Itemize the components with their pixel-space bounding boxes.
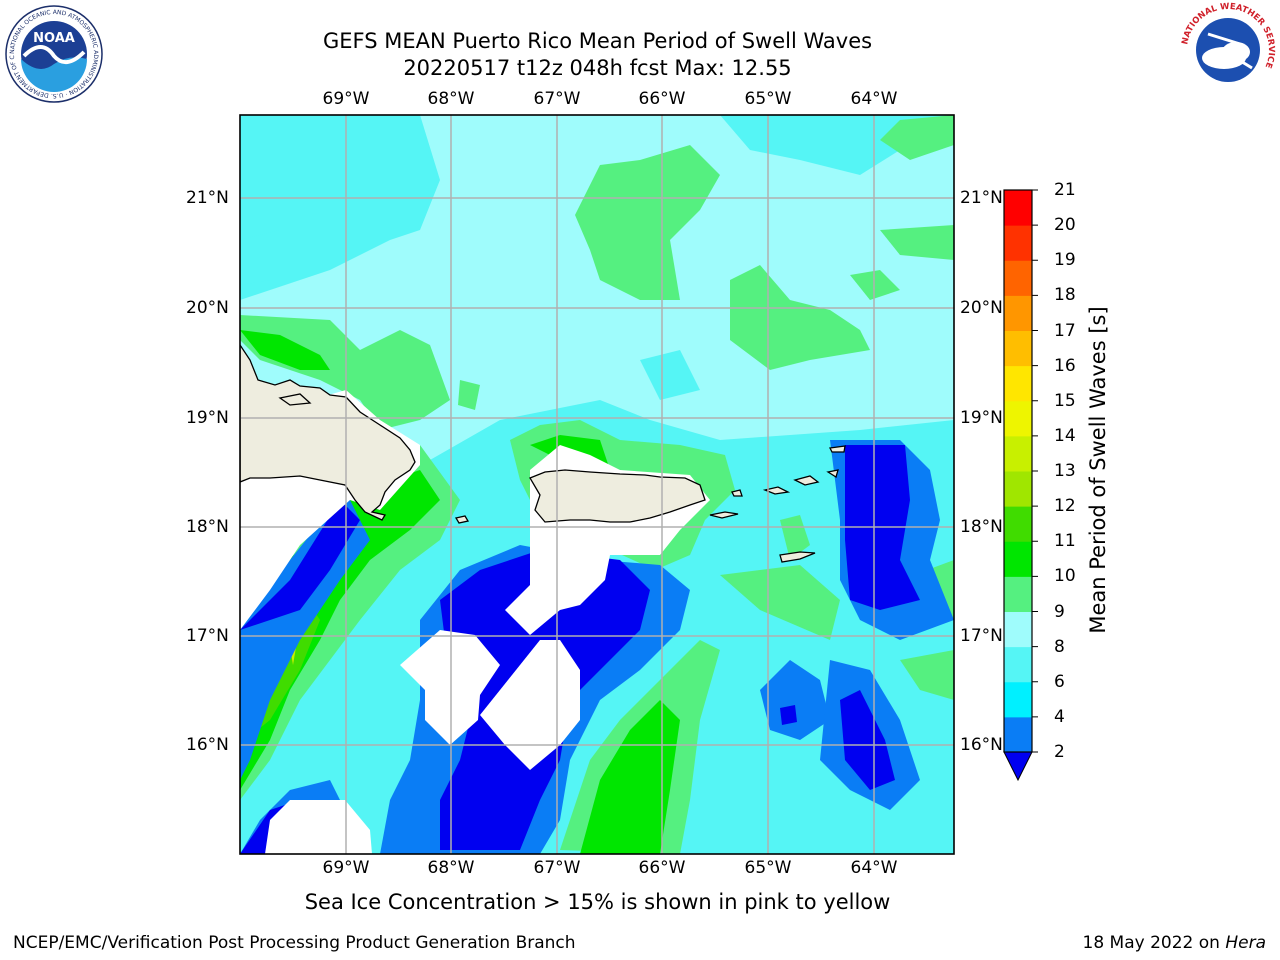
sea-ice-note: Sea Ice Concentration > 15% is shown in … (304, 890, 891, 914)
colorbar-tick-label: 14 (1054, 425, 1076, 446)
lon-label-bottom: 68°W (427, 858, 475, 878)
colorbar-tick-label: 2 (1054, 742, 1065, 762)
virgin-islands-land-2 (793, 475, 820, 486)
gridlines (240, 115, 954, 854)
noaa-logo-text: NOAA (33, 31, 75, 46)
footer-credit: NCEP/EMC/Verification Post Processing Pr… (13, 933, 576, 953)
lat-label-right: 19°N (960, 408, 1003, 428)
colorbar-tick-label: 20 (1054, 215, 1076, 236)
colorbar-segment (1004, 365, 1032, 402)
colorbar-tick-label: 12 (1054, 496, 1076, 517)
colorbar-tick-label: 8 (1054, 636, 1065, 657)
colorbar-tick-label: 10 (1054, 566, 1076, 587)
lat-label-right: 17°N (960, 626, 1003, 646)
lon-label-top: 65°W (744, 89, 792, 109)
lat-label-left: 20°N (186, 298, 229, 318)
colorbar-segment (1004, 541, 1032, 577)
colorbar-segment (1004, 400, 1032, 437)
lat-label-left: 19°N (186, 408, 229, 428)
hispaniola-land (240, 343, 416, 521)
footer-date: 18 May 2022 on Hera (1083, 933, 1267, 953)
colorbar-tick-label: 4 (1054, 706, 1065, 727)
colorbar-segment (1004, 681, 1032, 718)
anguilla-land (826, 469, 839, 479)
colorbar-tick-label: 11 (1054, 531, 1076, 552)
lat-label-left: 18°N (186, 517, 229, 537)
lon-label-top: 68°W (427, 89, 475, 109)
chart-subtitle: 20220517 t12z 048h fcst Max: 12.55 (403, 56, 792, 80)
colorbar-segment (1004, 295, 1032, 331)
virgin-islands-land (762, 486, 791, 495)
lat-label-left: 16°N (186, 735, 229, 755)
lat-label-right: 21°N (960, 188, 1003, 208)
lon-label-top: 64°W (850, 89, 898, 109)
lon-label-top: 67°W (533, 89, 581, 109)
colorbar-segment (1004, 260, 1032, 296)
colorbar-tick-label: 16 (1054, 355, 1076, 376)
colorbar-segment (1004, 506, 1032, 542)
islet-land-3 (731, 489, 743, 497)
noaa-logo: NATIONAL OCEANIC AND ATMOSPHERIC ADMINIS… (4, 4, 103, 103)
colorbar-tick-label: 21 (1054, 180, 1076, 200)
islet-land-2 (829, 445, 846, 453)
colorbar-tick-label: 9 (1054, 601, 1065, 622)
colorbar-segment (1004, 330, 1032, 367)
colorbar-segment (1004, 646, 1032, 683)
lon-label-bottom: 64°W (850, 858, 898, 878)
colorbar-segment (1004, 435, 1032, 472)
footer-date-text: 18 May 2022 on (1082, 933, 1226, 953)
map-field (240, 115, 954, 854)
colorbar-segment (1004, 471, 1032, 507)
st-croix-land (779, 551, 816, 563)
lon-label-bottom: 65°W (744, 858, 792, 878)
colorbar-tick-label: 18 (1054, 285, 1076, 306)
lat-label-right: 20°N (960, 298, 1003, 318)
colorbar-segment (1004, 576, 1032, 612)
map-frame (239, 114, 955, 855)
lon-label-top: 66°W (638, 89, 686, 109)
lat-label-left: 17°N (186, 626, 229, 646)
colorbar-tick-label: 15 (1054, 390, 1076, 411)
colorbar-tick-label: 13 (1054, 461, 1076, 481)
colorbar-segment (1004, 716, 1032, 753)
footer-host: Hera (1225, 933, 1266, 953)
colorbar (1003, 189, 1038, 782)
nws-logo: NATIONAL WEATHER SERVICE (1180, 2, 1276, 98)
lat-label-right: 16°N (960, 735, 1003, 755)
lon-label-bottom: 66°W (638, 858, 686, 878)
colorbar-segment (1004, 611, 1032, 648)
lon-label-bottom: 69°W (322, 858, 370, 878)
lon-label-bottom: 67°W (533, 858, 581, 878)
chart-title: GEFS MEAN Puerto Rico Mean Period of Swe… (322, 29, 873, 53)
vieques-land (709, 511, 739, 519)
mona-island-land (454, 515, 470, 524)
colorbar-extend-arrow (1003, 751, 1033, 782)
colorbar-segment (1004, 190, 1032, 226)
lat-label-right: 18°N (960, 517, 1003, 537)
lon-label-top: 69°W (322, 89, 370, 109)
colorbar-tick-label: 19 (1054, 250, 1076, 271)
colorbar-tick-label: 6 (1054, 671, 1065, 692)
colorbar-tick-label: 17 (1054, 320, 1076, 341)
islet-land (278, 393, 312, 406)
colorbar-segment (1004, 225, 1032, 261)
lat-label-left: 21°N (186, 188, 229, 208)
colorbar-label: Mean Period of Swell Waves [s] (1086, 306, 1110, 634)
